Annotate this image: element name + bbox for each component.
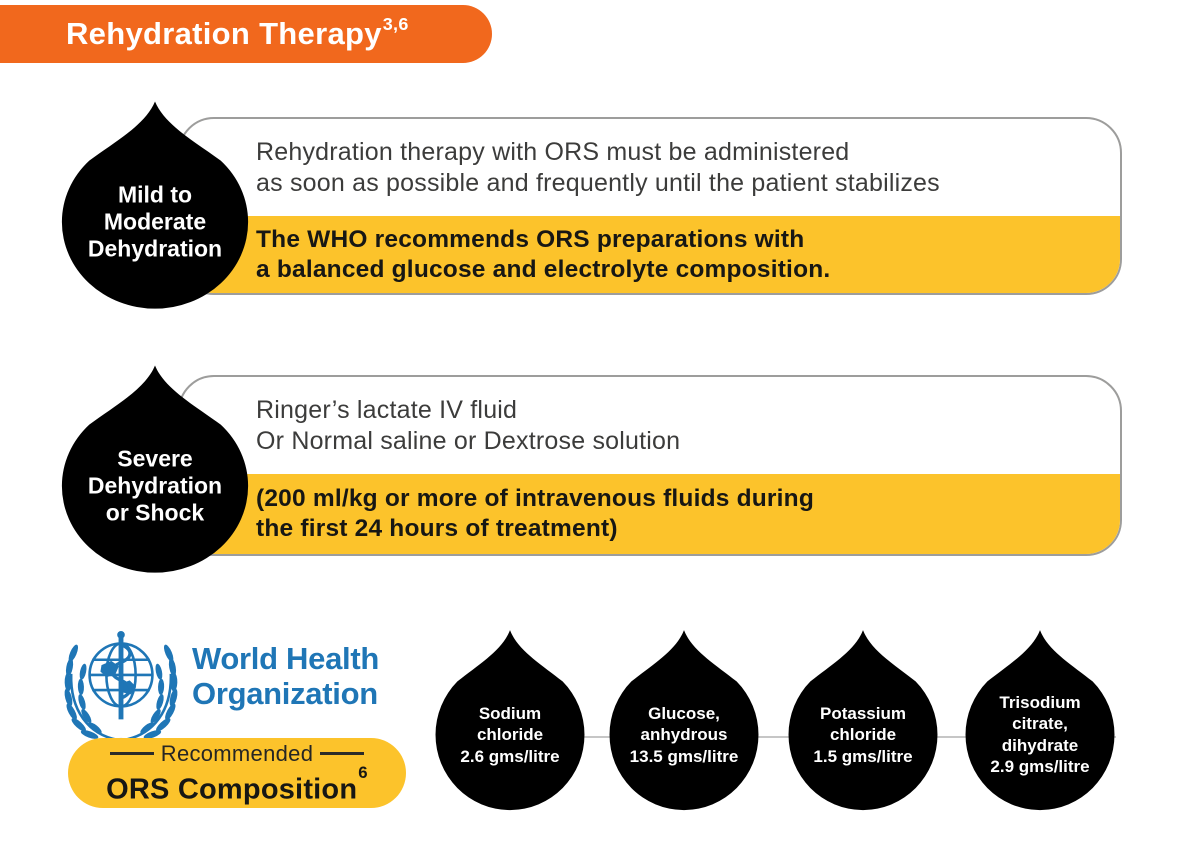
drop-connector-line [436, 736, 1116, 738]
drop-label-line: 2.9 gms/litre [990, 757, 1090, 777]
drop-label-line: 2.6 gms/litre [460, 746, 560, 766]
info-line: as soon as possible and frequently until… [256, 168, 940, 197]
badge-recommended: Recommended [109, 740, 365, 767]
drop-label-line: Sodium [478, 703, 542, 723]
info-text-highlight: (200 ml/kg or more of intravenous fluids… [180, 474, 1120, 554]
drop-label-line: 1.5 gms/litre [813, 746, 913, 766]
dash-left [109, 752, 154, 756]
drop-label: Glucose, anhydrous 13.5 gms/litre [608, 702, 760, 767]
who-name: World Health Organization [192, 641, 379, 711]
info-line: Rehydration therapy with ORS must be adm… [256, 137, 850, 166]
drop-label-line: chloride [829, 724, 897, 744]
drop-label: Severe Dehydration or Shock [60, 445, 250, 526]
drop-label: Mild to Moderate Dehydration [60, 181, 250, 262]
composition-drop-sodium-chloride: Sodium chloride 2.6 gms/litre [434, 627, 586, 813]
composition-drop-trisodium-citrate: Trisodium citrate, dihydrate 2.9 gms/lit… [964, 627, 1116, 813]
drop-label-line: Trisodium [999, 692, 1081, 712]
who-name-line: Organization [192, 676, 378, 711]
drop-label: Trisodium citrate, dihydrate 2.9 gms/lit… [964, 692, 1116, 778]
badge-title: ORS Composition6 [106, 763, 368, 806]
page-title: Rehydration Therapy [66, 16, 382, 51]
info-line: Or Normal saline or Dextrose solution [256, 426, 681, 455]
drop-label-line: Glucose, [648, 703, 720, 723]
dash-right [320, 752, 365, 756]
ors-composition-badge: Recommended ORS Composition6 [68, 738, 406, 808]
drop-label-line: chloride [476, 724, 544, 744]
drop-label-line: Severe [117, 445, 193, 472]
info-box-mild-moderate: Rehydration therapy with ORS must be adm… [178, 117, 1122, 295]
composition-drop-glucose: Glucose, anhydrous 13.5 gms/litre [608, 627, 760, 813]
drop-label-line: Moderate [103, 208, 207, 235]
drop-label: Potassium chloride 1.5 gms/litre [787, 702, 939, 767]
badge-title-superscript: 6 [358, 763, 368, 783]
drop-label-line: 13.5 gms/litre [629, 746, 739, 766]
info-line: a balanced glucose and electrolyte compo… [256, 255, 831, 283]
badge-recommended-label: Recommended [160, 740, 314, 766]
drop-label-line: anhydrous [640, 724, 728, 744]
drop-label-line: citrate, [1012, 714, 1068, 734]
composition-drop-potassium-chloride: Potassium chloride 1.5 gms/litre [787, 627, 939, 813]
water-drop-severe-shock: Severe Dehydration or Shock [60, 362, 250, 576]
drop-label-line: Dehydration [87, 235, 223, 262]
info-line: (200 ml/kg or more of intravenous fluids… [256, 485, 815, 512]
badge-title-label: ORS Composition [106, 773, 358, 806]
info-line: The WHO recommends ORS preparations with [256, 225, 805, 253]
drop-label-line: Dehydration [87, 472, 223, 499]
header-banner: Rehydration Therapy 3,6 [0, 5, 492, 63]
info-text-highlight: The WHO recommends ORS preparations with… [180, 216, 1120, 293]
drop-label-line: dihydrate [1001, 735, 1079, 755]
drop-label-line: or Shock [105, 499, 205, 526]
who-logo-icon [64, 631, 181, 750]
drop-label-line: Potassium [820, 703, 906, 723]
water-drop-mild-moderate: Mild to Moderate Dehydration [60, 98, 250, 312]
info-text-primary: Rehydration therapy with ORS must be adm… [180, 119, 1120, 216]
info-text-primary: Ringer’s lactate IV fluid Or Normal sali… [180, 377, 1120, 474]
drop-label: Sodium chloride 2.6 gms/litre [434, 702, 586, 767]
info-line: the first 24 hours of treatment) [256, 515, 618, 542]
info-line: Ringer’s lactate IV fluid [256, 395, 518, 424]
drop-label-line: Mild to [117, 181, 193, 208]
who-name-line: World Health [192, 641, 380, 676]
info-box-severe-shock: Ringer’s lactate IV fluid Or Normal sali… [178, 375, 1122, 556]
page-title-superscript: 3,6 [382, 13, 409, 34]
